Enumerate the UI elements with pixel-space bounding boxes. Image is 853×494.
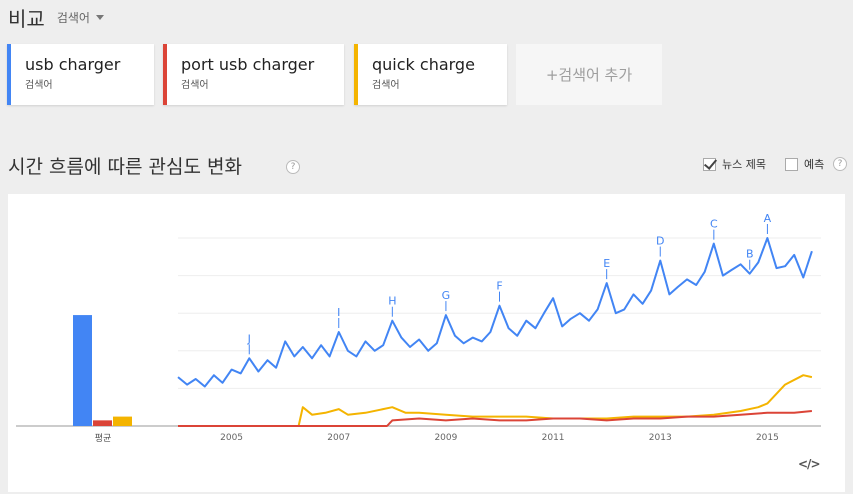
annotation-label-B: B <box>746 248 754 261</box>
add-term-button[interactable]: + 검색어 추가 <box>516 44 662 105</box>
series-line-port-usb-charger <box>178 410 813 427</box>
page-title: 비교 <box>8 6 45 31</box>
average-bar <box>73 315 92 426</box>
news-annotations: J I H G F E D C B A <box>247 212 772 355</box>
x-tick-label: 2005 <box>220 433 243 443</box>
term-name: quick charge <box>372 55 475 74</box>
average-label: 평균 <box>95 433 112 444</box>
forecast-help-icon[interactable]: ? <box>833 157 847 171</box>
series-line-usb-charger <box>177 237 813 388</box>
add-term-label: 검색어 추가 <box>558 66 633 84</box>
x-tick-label: 2009 <box>434 433 457 443</box>
top-bar: 비교 검색어 <box>8 2 104 32</box>
compare-type-label: 검색어 <box>56 10 90 25</box>
interest-chart: 평균 J I H G F E D C B A 2005 2007 2009 2011 2013 2015 <box>16 212 821 444</box>
chart-panel: 평균 J I H G F E D C B A 2005 2007 2009 2011 2013 2015 <… <box>8 194 845 492</box>
help-icon[interactable]: ? <box>286 160 300 174</box>
term-card-usb-charger[interactable]: usb charger 검색어 <box>7 44 154 105</box>
line-series <box>177 237 813 427</box>
term-type: 검색어 <box>181 80 209 91</box>
term-card-port-usb-charger[interactable]: port usb charger 검색어 <box>163 44 344 105</box>
term-color-bar <box>354 44 358 105</box>
annotation-label-H: H <box>388 295 396 308</box>
average-bar <box>93 420 112 426</box>
term-type: 검색어 <box>372 80 400 91</box>
average-bar-chart: 평균 <box>73 315 132 444</box>
x-tick-label: 2007 <box>327 433 350 443</box>
annotation-label-G: G <box>442 289 451 302</box>
news-headlines-label: 뉴스 제목 <box>722 158 766 171</box>
term-type: 검색어 <box>25 80 53 91</box>
chart-grid <box>16 237 821 427</box>
embed-code-button[interactable]: </> <box>798 457 820 471</box>
x-tick-label: 2011 <box>542 433 565 443</box>
forecast-checkbox[interactable] <box>785 157 798 171</box>
news-headlines-checkbox[interactable] <box>703 157 716 171</box>
annotation-label-E: E <box>603 257 610 270</box>
annotation-label-J: J <box>247 332 251 345</box>
term-color-bar <box>7 44 11 105</box>
x-tick-label: 2015 <box>756 433 779 443</box>
annotation-label-A: A <box>764 212 772 225</box>
term-name: usb charger <box>25 55 121 74</box>
term-card-quick-charge[interactable]: quick charge 검색어 <box>354 44 507 105</box>
term-name: port usb charger <box>181 55 315 74</box>
compare-type-dropdown[interactable]: 검색어 <box>57 9 104 26</box>
annotation-label-C: C <box>710 218 718 231</box>
plus-icon: + <box>545 65 559 84</box>
annotation-label-I: I <box>337 306 340 319</box>
x-tick-label: 2013 <box>649 433 672 443</box>
x-axis: 2005 2007 2009 2011 2013 2015 <box>220 433 779 443</box>
series-line-quick-charge <box>178 374 813 427</box>
chevron-down-icon <box>95 14 104 20</box>
forecast-label: 예측 <box>804 158 825 171</box>
average-bar <box>113 416 132 426</box>
interest-over-time-title: 시간 흐름에 따른 관심도 변화 <box>8 156 242 178</box>
news-headlines-toggle[interactable]: 뉴스 제목 <box>703 156 766 172</box>
forecast-toggle[interactable]: 예측 <box>785 156 824 172</box>
annotation-label-D: D <box>656 235 664 248</box>
annotation-label-F: F <box>496 280 502 293</box>
term-color-bar <box>163 44 167 105</box>
